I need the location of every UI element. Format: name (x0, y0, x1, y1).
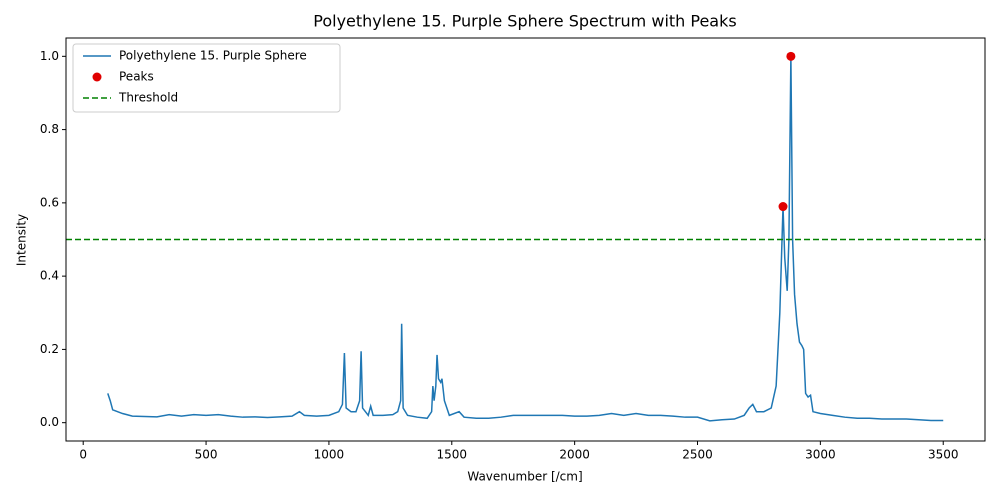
legend-label: Polyethylene 15. Purple Sphere (119, 49, 307, 63)
legend-label: Threshold (118, 91, 178, 105)
x-tick-label: 1500 (437, 448, 468, 462)
y-tick-label: 1.0 (40, 49, 59, 63)
x-tick-label: 3500 (928, 448, 959, 462)
legend-swatch (92, 72, 102, 82)
x-axis-label: Wavenumber [/cm] (467, 470, 582, 484)
y-axis-label: Intensity (15, 214, 29, 266)
y-tick-label: 0.4 (40, 269, 59, 283)
peak-point (778, 202, 788, 212)
peak-point (786, 51, 796, 61)
legend-label: Peaks (119, 70, 154, 84)
x-tick-label: 3000 (805, 448, 836, 462)
y-tick-label: 0.6 (40, 195, 59, 209)
chart-title: Polyethylene 15. Purple Sphere Spectrum … (313, 12, 736, 31)
y-tick-label: 0.0 (40, 415, 59, 429)
x-tick-label: 2500 (682, 448, 713, 462)
y-tick-label: 0.8 (40, 122, 59, 136)
x-tick-label: 1000 (314, 448, 345, 462)
x-tick-label: 2000 (559, 448, 590, 462)
y-tick-label: 0.2 (40, 342, 59, 356)
spectrum-line (107, 56, 944, 422)
x-tick-label: 500 (195, 448, 218, 462)
legend-box (72, 43, 341, 113)
x-tick-label: 0 (79, 448, 87, 462)
plot-frame (65, 37, 986, 442)
